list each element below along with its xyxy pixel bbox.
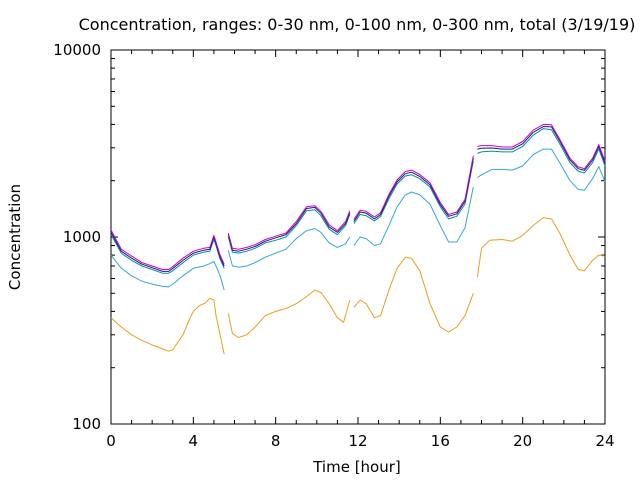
y-tick-label: 100 <box>72 415 101 433</box>
series-2-line <box>353 160 474 224</box>
series-2-line <box>477 128 606 174</box>
series-4-line <box>353 155 474 220</box>
series-2-line <box>110 234 225 274</box>
x-axis-label: Time [hour] <box>312 458 401 476</box>
plot-area: 0 4 8 12 16 20 24 100 1000 10000 <box>53 41 614 450</box>
series-0-line <box>227 289 351 338</box>
series-1-line <box>353 186 474 247</box>
x-tick-label: 12 <box>348 432 367 450</box>
series-0-line <box>353 256 474 333</box>
series-3-line <box>477 126 606 171</box>
series-1-line <box>110 254 225 291</box>
series-4-line <box>110 229 225 270</box>
series-1-line <box>227 228 351 268</box>
series-4-line <box>227 205 351 250</box>
y-axis-label: Concentration <box>6 184 24 290</box>
series-0-line <box>110 297 225 355</box>
series-4-line <box>477 123 606 170</box>
x-tick-label: 0 <box>106 432 116 450</box>
series-3-line <box>110 232 225 272</box>
series-3-line <box>227 206 351 252</box>
x-tick-label: 24 <box>595 432 614 450</box>
x-tick-label: 8 <box>271 432 281 450</box>
series-1-line <box>477 148 606 191</box>
x-tick-label: 4 <box>189 432 199 450</box>
series-2-line <box>227 209 351 254</box>
chart-title: Concentration, ranges: 0-30 nm, 0-100 nm… <box>79 15 636 34</box>
series-0-line <box>476 217 606 278</box>
plot-frame <box>110 49 606 425</box>
y-tick-label: 10000 <box>53 41 101 59</box>
series-3-line <box>353 157 474 222</box>
y-tick-label: 1000 <box>63 228 101 246</box>
x-tick-label: 20 <box>513 432 532 450</box>
x-tick-label: 16 <box>431 432 450 450</box>
